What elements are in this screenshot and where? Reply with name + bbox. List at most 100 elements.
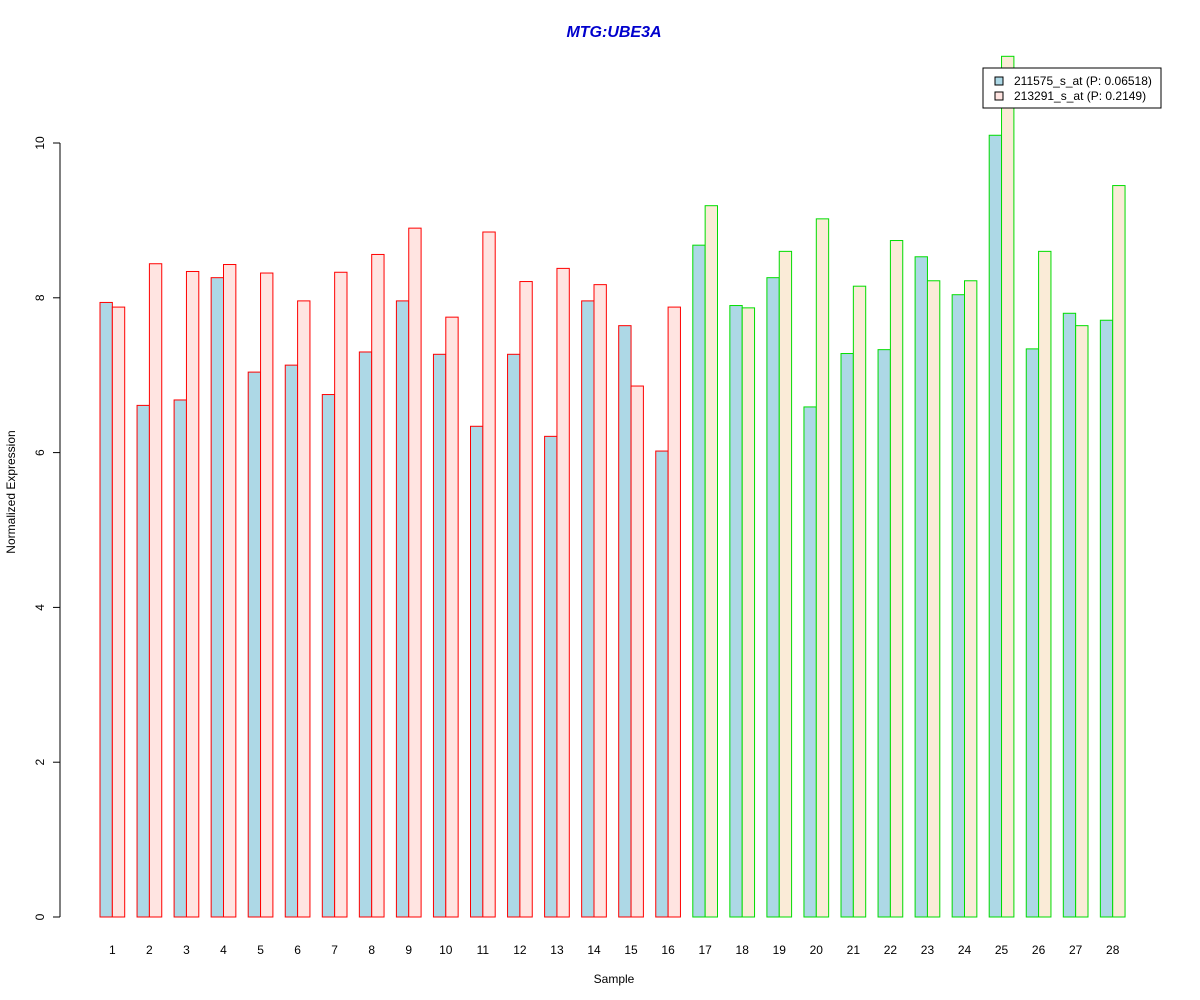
bar-213291-sample-16 [667,306,681,918]
legend-label-series-2: 213291_s_at (P: 0.2149) [1014,89,1146,103]
legend-box [982,67,1162,109]
x-tick-label-2: 2 [146,943,153,957]
bar-211575-sample-12 [507,353,521,918]
bar-211575-sample-25 [988,134,1003,918]
bar-211575-sample-13 [544,435,558,918]
bar-211575-sample-7 [321,394,336,918]
x-tick-label-8: 8 [368,943,375,957]
bar-series-group [99,55,1126,918]
x-tick-label-22: 22 [884,943,898,957]
x-tick-label-13: 13 [550,943,564,957]
bar-213291-sample-21 [852,285,867,918]
bar-213291-sample-1 [111,306,126,918]
bar-211575-sample-23 [914,256,928,918]
x-axis-title: Sample [594,972,635,986]
bar-213291-sample-23 [926,280,941,918]
bar-213291-sample-26 [1038,250,1052,918]
y-tick-label: 6 [33,449,47,456]
bar-211575-sample-6 [284,364,299,918]
bar-211575-sample-27 [1062,312,1077,918]
bar-213291-sample-3 [185,270,200,918]
bar-211575-sample-2 [136,404,150,918]
chart-title: MTG:UBE3A [566,24,661,41]
bar-211575-sample-11 [470,425,484,918]
x-axis-tick-labels: 1 2 3 4 5 6 7 8 9 10 11 12 13 14 15 16 17 18 19 20 21 22 23 24 2… [109,943,1120,957]
bar-213291-sample-15 [630,385,644,918]
bar-211575-sample-21 [840,353,854,918]
bar-211575-sample-4 [210,277,224,918]
bar-213291-sample-4 [223,264,237,918]
bar-213291-sample-9 [408,227,422,918]
y-axis-title: Normalized Expression [4,430,18,553]
bar-211575-sample-15 [618,325,632,918]
x-tick-label-12: 12 [513,943,527,957]
bar-213291-sample-28 [1112,185,1126,918]
bar-211575-sample-17 [692,244,706,918]
legend-label-series-1: 211575_s_at (P: 0.06518) [1014,74,1152,88]
bar-213291-sample-2 [148,263,163,918]
x-tick-label-27: 27 [1069,943,1083,957]
x-tick-label-9: 9 [405,943,412,957]
bar-213291-sample-7 [334,271,348,918]
bar-213291-sample-24 [964,280,978,918]
x-tick-label-17: 17 [698,943,712,957]
bar-211575-sample-22 [877,349,891,918]
x-tick-label-18: 18 [736,943,750,957]
x-tick-label-24: 24 [958,943,972,957]
legend-swatch-series-2 [994,91,1004,101]
x-tick-label-15: 15 [624,943,638,957]
y-tick-label: 10 [33,136,47,150]
bar-213291-sample-11 [482,231,496,918]
bar-213291-sample-17 [704,205,719,918]
bar-211575-sample-8 [358,351,373,918]
x-tick-label-1: 1 [109,943,116,957]
bar-213291-sample-22 [889,240,904,918]
legend: 211575_s_at (P: 0.06518) 213291_s_at (P:… [982,67,1162,109]
y-tick-label: 8 [33,294,47,301]
bar-213291-sample-18 [741,307,756,918]
x-tick-label-20: 20 [810,943,824,957]
bar-211575-sample-1 [99,301,113,918]
bar-213291-sample-12 [519,281,533,918]
bar-213291-sample-10 [445,316,459,918]
y-tick-label: 2 [33,759,47,766]
y-axis: 0 2 4 6 8 10 [33,136,61,920]
x-tick-label-3: 3 [183,943,190,957]
x-tick-label-4: 4 [220,943,227,957]
bar-213291-sample-13 [556,267,570,918]
bar-211575-sample-14 [581,300,595,918]
y-tick-label: 4 [33,604,47,611]
x-tick-label-6: 6 [294,943,301,957]
bar-213291-sample-20 [815,218,830,918]
bar-213291-sample-5 [260,272,274,918]
bar-211575-sample-24 [951,294,966,918]
x-tick-label-16: 16 [661,943,675,957]
bar-213291-sample-14 [593,284,607,918]
bar-213291-sample-25 [1001,55,1015,918]
x-tick-label-7: 7 [331,943,338,957]
bar-211575-sample-3 [173,399,187,918]
x-tick-label-11: 11 [477,943,490,957]
bar-213291-sample-8 [371,253,385,918]
x-tick-label-23: 23 [921,943,935,957]
y-tick-label: 0 [33,913,47,920]
bar-211575-sample-16 [655,450,669,918]
bar-211575-sample-10 [432,353,447,918]
legend-swatch-series-1 [994,76,1004,86]
bar-211575-sample-26 [1025,348,1040,918]
x-tick-label-19: 19 [773,943,787,957]
x-tick-label-28: 28 [1106,943,1120,957]
x-tick-label-26: 26 [1032,943,1046,957]
bar-211575-sample-9 [395,300,410,918]
x-tick-label-14: 14 [587,943,601,957]
bar-211575-sample-20 [803,406,817,918]
x-tick-label-21: 21 [847,943,861,957]
bar-211575-sample-18 [729,305,743,918]
bar-213291-sample-27 [1075,325,1089,918]
bar-213291-sample-6 [297,300,311,918]
bar-213291-sample-19 [778,250,793,918]
x-tick-label-5: 5 [257,943,264,957]
bar-211575-sample-5 [247,371,262,918]
bar-211575-sample-28 [1099,319,1114,918]
